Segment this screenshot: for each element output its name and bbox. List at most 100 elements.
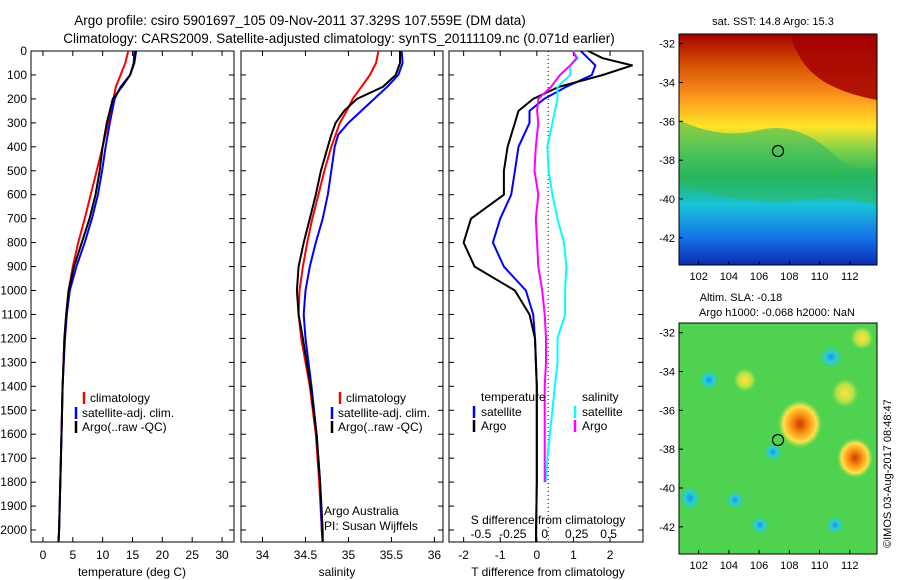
y-tick-label: 800: [7, 236, 27, 250]
salinity-note-1: Argo Australia: [324, 504, 399, 518]
y-tick-label: 900: [7, 260, 27, 274]
map-x-tick-label: 102: [689, 271, 707, 283]
map-y-tick-label: -40: [659, 483, 675, 495]
legend-label-argo: Argo(..raw -QC): [338, 420, 423, 434]
map-x-tick-label: 106: [750, 271, 768, 283]
y-tick-label: 0: [20, 44, 27, 58]
series-line-temperature-argo: [462, 50, 633, 542]
series-line-salinity-argo: [533, 50, 578, 483]
series-line-argo-raw-qc-: [295, 51, 401, 542]
series-line-salinity-satellite: [545, 50, 579, 483]
x-tick-label: 20: [156, 548, 170, 562]
temperature-panel-frame: [30, 50, 235, 543]
sst-green-tongue: [679, 120, 877, 205]
difference-xlabel-top: S difference from climatology: [471, 513, 626, 527]
map-x-tick-label: 104: [720, 271, 738, 283]
temperature-panel: 0 5 10 15 20 25 300100200300400500600700800900…: [0, 44, 235, 562]
x-tick-label: 25: [186, 548, 200, 562]
x-tick-label: 0: [534, 548, 541, 562]
map-x-tick-label: 102: [689, 560, 707, 572]
sla-map: Altim. SLA: -0.18 Argo h1000: -0.068 h20…: [659, 292, 878, 572]
x-top-tick-label: -0.5: [471, 527, 492, 541]
legend-label-sal-satellite: satellite: [582, 405, 623, 419]
sla-eddy-cold-6: [826, 516, 844, 534]
map-y-tick-label: -40: [659, 194, 675, 206]
map-y-tick-label: -42: [659, 522, 675, 534]
map-x-tick-label: 110: [811, 271, 829, 283]
sla-map-frame: [678, 322, 878, 555]
salinity-panel-frame: [240, 50, 444, 543]
legend-label-climatology: climatology: [346, 391, 406, 405]
sla-eddy-warm-1: [778, 400, 822, 448]
map-x-tick-label: 108: [780, 271, 798, 283]
y-tick-label: 400: [7, 140, 27, 154]
sla-map-field: [679, 323, 877, 554]
temperature-legend: climatology satellite-adj. clim. Argo(..…: [74, 391, 174, 434]
y-tick-label: 100: [7, 68, 27, 82]
x-tick-label: 2: [607, 548, 614, 562]
y-tick-label: 1300: [0, 355, 27, 369]
figure-title-line2: Climatology: CARS2009. Satellite-adjuste…: [63, 31, 615, 46]
map-y-tick-label: -42: [659, 233, 675, 245]
sla-eddy-cold-4: [726, 491, 744, 509]
x-tick-label: 1: [570, 548, 577, 562]
legend-label-argo: Argo(..raw -QC): [82, 420, 167, 434]
sla-eddy-warm-3: [831, 378, 859, 408]
legend-label-temp-satellite: satellite: [481, 405, 522, 419]
map-y-tick-label: -38: [659, 155, 675, 167]
x-top-tick-label: 0.25: [565, 527, 589, 541]
y-tick-label: 1100: [1, 307, 27, 321]
x-tick-label: -1: [495, 548, 506, 562]
y-tick-label: 1500: [0, 403, 27, 417]
sla-eddy-warm-4: [733, 368, 757, 392]
difference-legend: temperature salinity satellite Argo sate…: [472, 390, 623, 433]
map-y-tick-label: -32: [659, 328, 675, 340]
legend-label-satellite: satellite-adj. clim.: [338, 406, 430, 420]
y-tick-label: 2000: [0, 523, 27, 537]
map-y-tick-label: -36: [659, 116, 675, 128]
y-tick-label: 300: [7, 116, 27, 130]
salinity-panel: 34 34.5 35 35.5 36: [240, 50, 444, 562]
x-tick-label: 34.5: [294, 548, 318, 562]
sla-eddy-cold-7: [751, 516, 769, 534]
y-tick-label: 1600: [0, 427, 27, 441]
y-tick-label: 700: [7, 212, 27, 226]
map-y-tick-label: -38: [659, 444, 675, 456]
map-x-tick-label: 112: [841, 560, 859, 572]
y-tick-label: 1000: [0, 284, 27, 298]
y-tick-label: 1200: [0, 331, 27, 345]
map-y-tick-label: -34: [659, 78, 675, 90]
sst-map-frame: [678, 33, 878, 266]
legend-label-temp-argo: Argo: [481, 419, 507, 433]
salinity-legend: climatology satellite-adj. clim. Argo(..…: [330, 391, 430, 434]
sla-eddy-warm-2: [837, 438, 873, 478]
x-tick-label: 35.5: [380, 548, 404, 562]
imos-credit: ©IMOS 03-Aug-2017 08:48:47: [882, 399, 894, 548]
legend-label-satellite: satellite-adj. clim.: [82, 406, 174, 420]
x-tick-label: 5: [69, 548, 76, 562]
y-tick-label: 1800: [0, 475, 27, 489]
map-x-tick-label: 106: [750, 560, 768, 572]
x-tick-label: 36: [428, 548, 442, 562]
sst-warm-core: [790, 34, 877, 100]
x-tick-label: -2: [458, 548, 469, 562]
figure-title-line1: Argo profile: csiro 5901697_105 09-Nov-2…: [74, 13, 526, 28]
sla-eddy-cold-5: [764, 443, 782, 461]
legend-salinity-heading: salinity: [582, 390, 619, 404]
sst-map-title: sat. SST: 14.8 Argo: 15.3: [712, 16, 834, 28]
x-top-tick-label: 0.5: [600, 527, 617, 541]
argo-float-marker-sla: [771, 433, 785, 447]
y-tick-label: 1900: [0, 499, 27, 513]
x-tick-label: 34: [256, 548, 270, 562]
y-tick-label: 600: [7, 188, 27, 202]
argo-float-marker-sst: [771, 144, 785, 158]
y-tick-label: 1700: [0, 451, 27, 465]
map-x-tick-label: 112: [841, 271, 859, 283]
y-tick-label: 200: [7, 92, 27, 106]
x-top-tick-label: 0: [541, 527, 548, 541]
map-x-tick-label: 104: [720, 560, 738, 572]
salinity-note-2: PI: Susan Wijffels: [324, 519, 418, 533]
salinity-xlabel: salinity: [319, 565, 356, 579]
x-top-tick-label: -0.25: [499, 527, 527, 541]
